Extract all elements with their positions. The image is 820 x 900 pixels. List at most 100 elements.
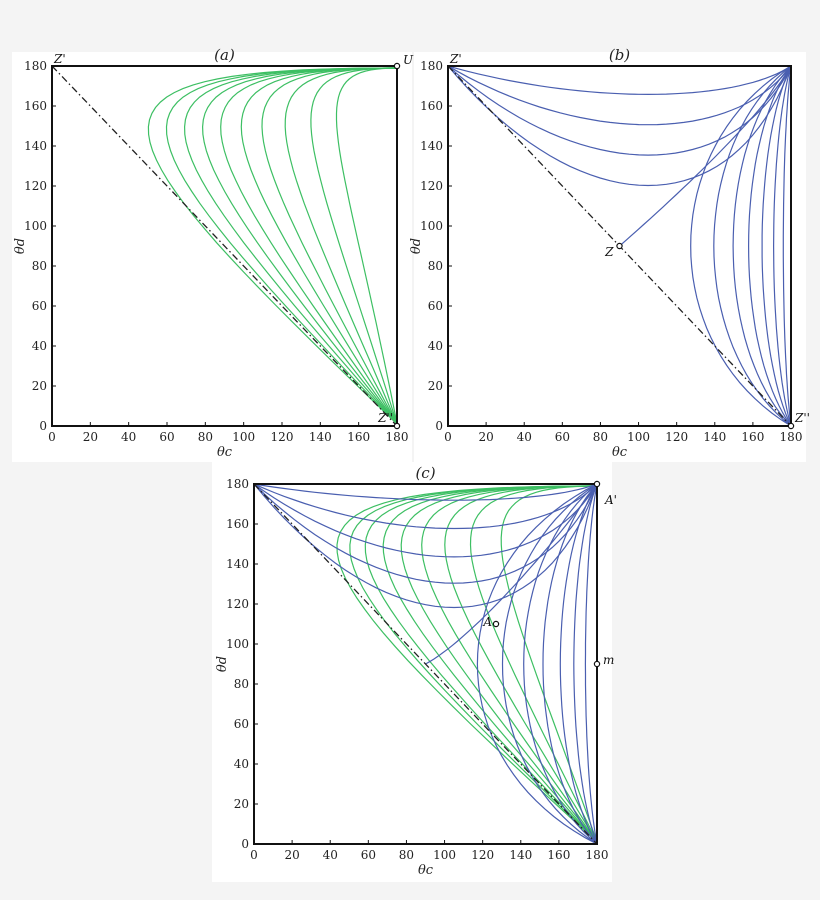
chart-panel-a: (a) 0 20 40 60 80 100 120 140 160 180 0 20 40 60 80 100 1… [12, 46, 414, 462]
chart-panel-c: (c) 0 20 40 60 80 100 120 140 160 180 0 20 40 60 80 100 1… [212, 462, 617, 882]
y-tick-label: 20 [428, 379, 443, 393]
trajectory-line [284, 67, 397, 425]
point-label: Z' [449, 52, 462, 66]
y-tick-label: 40 [428, 339, 443, 353]
point-label: Z [604, 245, 614, 259]
y-axis-label: θd [215, 656, 230, 672]
chart-title: (a) [214, 46, 235, 64]
x-tick-label: 40 [121, 430, 136, 444]
x-tick-label: 60 [159, 430, 174, 444]
x-axis-label: θc [612, 445, 628, 460]
series-group [254, 484, 597, 844]
y-tick-label: 40 [234, 757, 249, 771]
x-tick-label: 100 [433, 848, 456, 862]
trajectory-line [254, 484, 597, 584]
point-label: A [482, 615, 492, 629]
x-tick-label: 0 [48, 430, 56, 444]
trajectory-line [147, 67, 397, 425]
y-tick-label: 20 [32, 379, 47, 393]
y-tick-label: 100 [420, 219, 443, 233]
x-tick-label: 120 [271, 430, 294, 444]
trajectory-line [349, 485, 597, 843]
trajectory-line [183, 67, 397, 425]
trajectory-line [425, 484, 597, 665]
fixed-point-marker [787, 422, 795, 430]
x-tick-label: 20 [478, 430, 493, 444]
trajectory-line [335, 67, 397, 425]
point-label: U [403, 53, 414, 67]
trajectory-line [476, 484, 597, 844]
trajectory-line [336, 485, 597, 843]
trajectory-line [448, 66, 791, 187]
series-group [147, 67, 397, 425]
trajectory-line [364, 485, 597, 843]
x-tick-label: 100 [627, 430, 650, 444]
x-tick-label: 60 [555, 430, 570, 444]
x-tick-label: 120 [471, 848, 494, 862]
y-tick-label: 180 [420, 59, 443, 73]
x-tick-label: 140 [509, 848, 532, 862]
chart-title: (b) [609, 46, 630, 64]
trajectory-line [619, 66, 791, 247]
trajectory-line [690, 66, 791, 426]
trajectory-line [747, 66, 791, 426]
diagonal-line [51, 65, 398, 427]
x-tick-label: 180 [780, 430, 803, 444]
trajectory-line [448, 66, 791, 126]
chart-c: (c) 0 20 40 60 80 100 120 140 160 180 0 20 40 60 80 100 1… [215, 464, 617, 878]
y-tick-label: 0 [435, 419, 443, 433]
trajectory-line [165, 67, 397, 425]
diagonal-line [253, 483, 598, 845]
plot-frame [51, 65, 398, 427]
point-label: m [603, 653, 614, 667]
y-tick-label: 60 [234, 717, 249, 731]
trajectory-line [448, 66, 791, 96]
trajectory-line [501, 484, 597, 844]
trajectory-line [573, 484, 597, 844]
x-tick-label: 20 [83, 430, 98, 444]
point-label: Z'' [377, 411, 393, 425]
y-tick-label: 80 [428, 259, 443, 273]
trajectory-line [240, 67, 397, 425]
x-axis-label: θc [418, 863, 434, 878]
chart-b: (b) 0 20 40 60 80 100 120 140 160 180 0 20 40 60 80 100 1… [409, 46, 810, 460]
chart-title: (c) [415, 464, 435, 482]
x-tick-label: 80 [399, 848, 414, 862]
y-tick-label: 140 [24, 139, 47, 153]
fixed-point-marker [593, 480, 601, 488]
fixed-point-marker [393, 62, 401, 70]
y-tick-label: 180 [24, 59, 47, 73]
trajectory-line [254, 484, 597, 609]
trajectory-line [201, 67, 397, 425]
trajectory-line [310, 67, 397, 425]
y-tick-label: 160 [226, 517, 249, 531]
trajectory-line [261, 67, 397, 425]
trajectory-line [220, 67, 397, 425]
trajectory-line [523, 484, 597, 844]
x-tick-label: 60 [361, 848, 376, 862]
x-tick-label: 40 [517, 430, 532, 444]
chart-panel-b: (b) 0 20 40 60 80 100 120 140 160 180 0 20 40 60 80 100 1… [409, 46, 810, 462]
fixed-point-marker [616, 242, 623, 250]
y-tick-label: 160 [24, 99, 47, 113]
x-tick-label: 20 [284, 848, 299, 862]
y-tick-label: 60 [428, 299, 443, 313]
y-tick-label: 120 [420, 179, 443, 193]
x-tick-label: 80 [593, 430, 608, 444]
trajectory-line [254, 484, 597, 530]
y-tick-label: 80 [234, 677, 249, 691]
y-axis-label: θd [409, 238, 424, 254]
trajectory-line [584, 484, 597, 844]
chart-a: (a) 0 20 40 60 80 100 120 140 160 180 0 20 40 60 80 100 1… [13, 46, 414, 460]
x-tick-label: 160 [741, 430, 764, 444]
y-tick-label: 120 [24, 179, 47, 193]
trajectory-line [400, 485, 597, 843]
y-axis-label: θd [13, 238, 28, 254]
y-tick-label: 120 [226, 597, 249, 611]
y-tick-label: 40 [32, 339, 47, 353]
x-tick-label: 180 [386, 430, 409, 444]
y-tick-label: 140 [420, 139, 443, 153]
y-tick-label: 80 [32, 259, 47, 273]
trajectory-line [469, 485, 597, 843]
x-tick-label: 140 [703, 430, 726, 444]
